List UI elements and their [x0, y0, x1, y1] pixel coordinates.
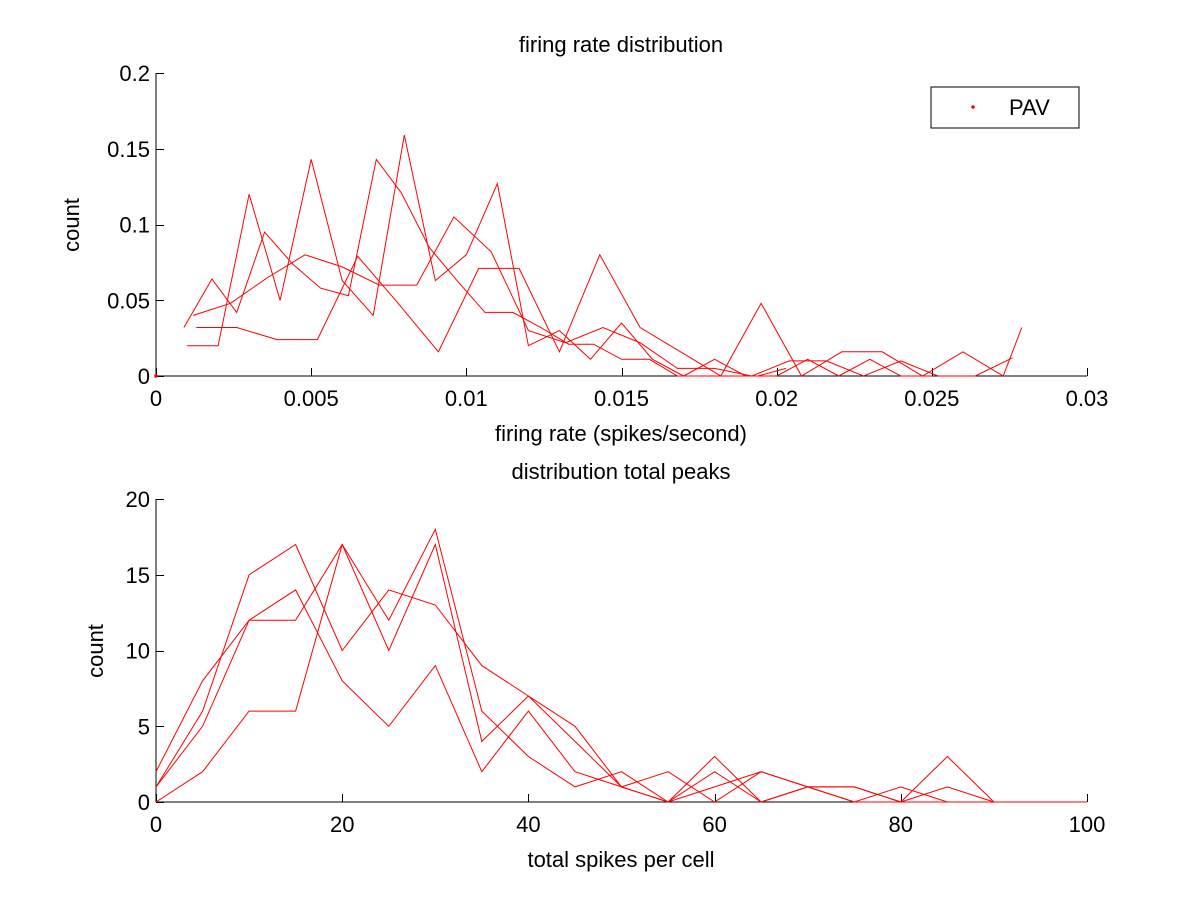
total-peaks-ticks: 0 20 40 60 80 100 0 5 10 15 20 [126, 487, 1106, 837]
x-tick-label: 60 [702, 812, 726, 837]
x-tick-label: 0 [150, 386, 162, 411]
series-line-4 [196, 253, 1023, 377]
legend-label-pav: PAV [1009, 95, 1050, 120]
total-peaks-panel: distribution total peaks total spikes pe… [83, 459, 1105, 872]
x-tick-label: 0.01 [445, 386, 488, 411]
x-tick-label: 20 [330, 812, 354, 837]
firing-rate-ylabel: count [59, 198, 84, 252]
legend: PAV [930, 86, 1080, 129]
y-tick-label: 15 [126, 563, 150, 588]
x-tick-label: 0.03 [1066, 386, 1109, 411]
series-line-3 [193, 216, 1013, 377]
firing-rate-series [154, 134, 1023, 378]
series-line-1 [183, 158, 787, 377]
x-tick-label: 0.025 [904, 386, 959, 411]
y-tick-label: 5 [138, 714, 150, 739]
series-line-2 [187, 134, 932, 377]
x-tick-label: 0.02 [755, 386, 798, 411]
x-tick-label: 0.005 [284, 386, 339, 411]
x-tick-label: 0 [150, 812, 162, 837]
firing-rate-panel: firing rate distribution firing rate (sp… [59, 32, 1108, 446]
legend-box [930, 86, 1080, 129]
x-tick-label: 80 [889, 812, 913, 837]
firing-rate-ticks: 0 0.005 0.01 0.015 0.02 0.025 0.03 0 0.05 0.1 0.15… [107, 61, 1108, 411]
y-tick-label: 0.2 [119, 61, 150, 86]
total-peaks-ylabel: count [83, 624, 108, 678]
y-tick-label: 20 [126, 487, 150, 512]
x-tick-label: 0.015 [594, 386, 649, 411]
total-peaks-series [155, 527, 1087, 803]
y-tick-label: 0.05 [107, 288, 150, 313]
y-tick-label: 10 [126, 639, 150, 664]
y-tick-label: 0.15 [107, 137, 150, 162]
firing-rate-xlabel: firing rate (spikes/second) [495, 421, 747, 446]
y-tick-label: 0.1 [119, 213, 150, 238]
x-tick-label: 100 [1069, 812, 1106, 837]
total-peaks-xlabel: total spikes per cell [527, 847, 714, 872]
y-tick-label: 0 [138, 790, 150, 815]
total-peaks-title: distribution total peaks [512, 459, 731, 484]
firing-rate-title: firing rate distribution [519, 32, 723, 57]
series-line-4 [155, 527, 995, 803]
origin-marker-dot [154, 374, 158, 378]
x-tick-label: 40 [516, 812, 540, 837]
y-tick-label: 0 [138, 364, 150, 389]
legend-marker-dot [971, 105, 975, 109]
